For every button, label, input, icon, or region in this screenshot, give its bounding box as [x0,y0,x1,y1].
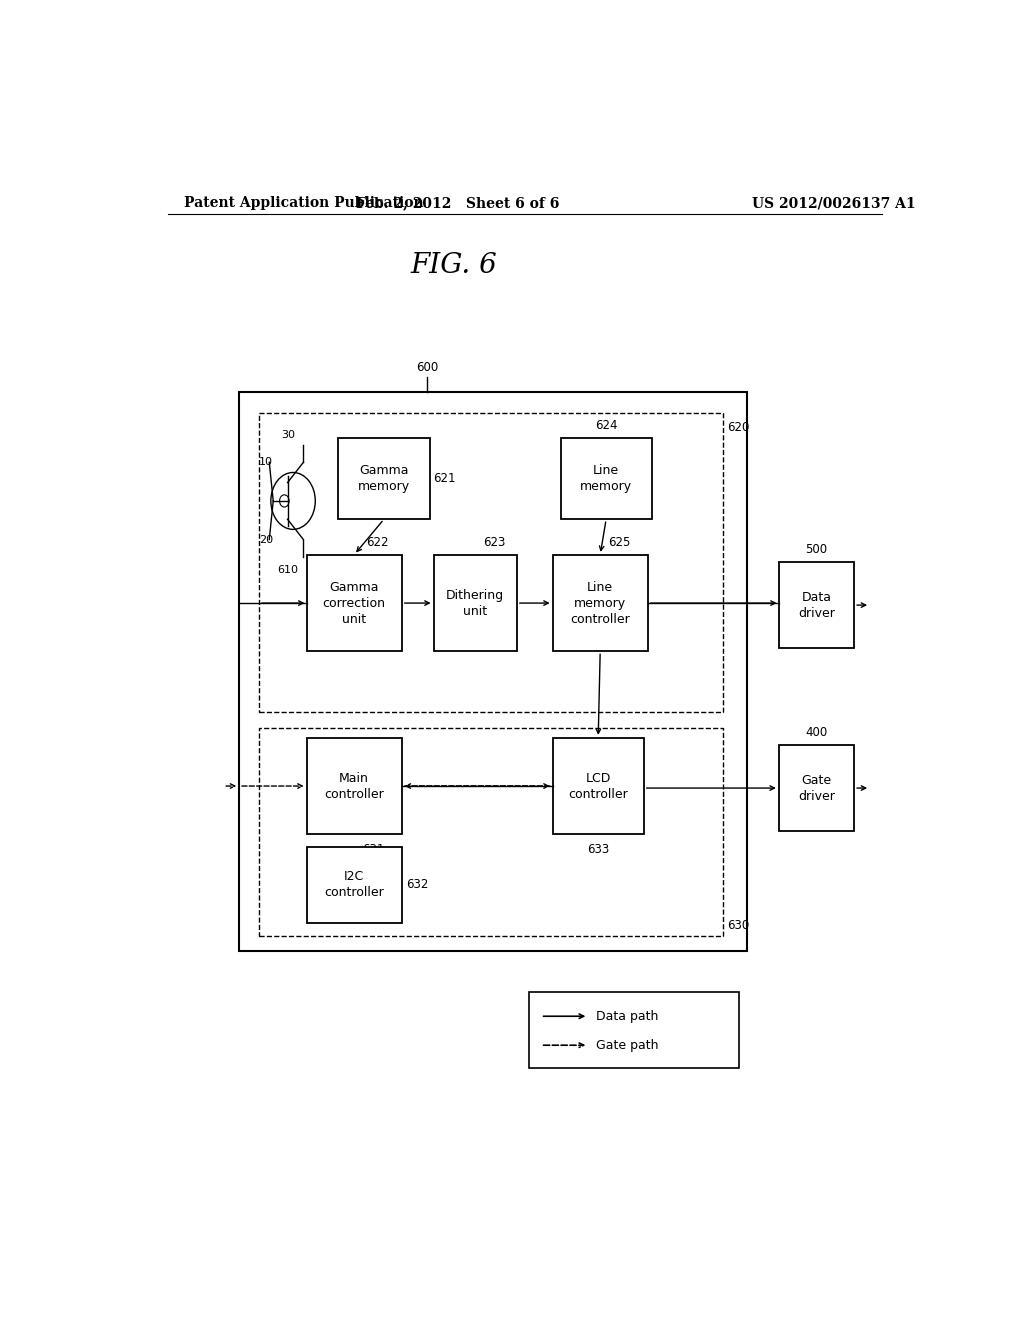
Text: 633: 633 [587,843,609,857]
Text: Main
controller: Main controller [325,771,384,800]
Bar [553,738,644,834]
Text: Gate
driver: Gate driver [798,774,835,803]
Text: 600: 600 [416,360,438,374]
Text: Data
driver: Data driver [798,590,835,619]
Text: 400: 400 [805,726,827,739]
Text: 621: 621 [433,473,456,484]
Text: LCD
controller: LCD controller [568,771,628,800]
Text: Line
memory: Line memory [580,465,632,494]
Text: 500: 500 [806,544,827,556]
Text: 623: 623 [483,536,506,549]
Text: Feb. 2, 2012   Sheet 6 of 6: Feb. 2, 2012 Sheet 6 of 6 [355,197,559,210]
Bar [778,744,854,832]
Bar [259,727,723,936]
Text: Data path: Data path [596,1010,658,1023]
Text: Gamma
correction
unit: Gamma correction unit [323,581,386,626]
Bar [306,738,401,834]
Text: 624: 624 [595,420,617,432]
Text: 622: 622 [367,536,388,549]
Bar [306,846,401,923]
Text: Gate path: Gate path [596,1039,658,1052]
Text: I2C
controller: I2C controller [325,870,384,899]
Text: 632: 632 [406,878,428,891]
Bar [553,554,648,651]
Text: 10: 10 [259,457,273,467]
Bar [240,392,748,952]
Text: Patent Application Publication: Patent Application Publication [183,197,423,210]
Bar [259,413,723,713]
Text: 630: 630 [727,919,750,932]
Bar [560,438,652,519]
Text: 620: 620 [727,421,750,434]
Text: 30: 30 [282,430,295,440]
Text: Line
memory
controller: Line memory controller [570,581,630,626]
Text: Dithering
unit: Dithering unit [446,589,504,618]
Text: 625: 625 [608,536,631,549]
Bar [528,991,739,1068]
Bar [338,438,430,519]
Bar [433,554,517,651]
Text: 20: 20 [259,535,273,545]
Text: Gamma
memory: Gamma memory [357,465,410,494]
Text: FIG. 6: FIG. 6 [410,252,497,279]
Text: 631: 631 [362,843,384,857]
Bar [306,554,401,651]
Bar [778,562,854,648]
Text: 610: 610 [278,565,298,576]
Text: US 2012/0026137 A1: US 2012/0026137 A1 [753,197,916,210]
